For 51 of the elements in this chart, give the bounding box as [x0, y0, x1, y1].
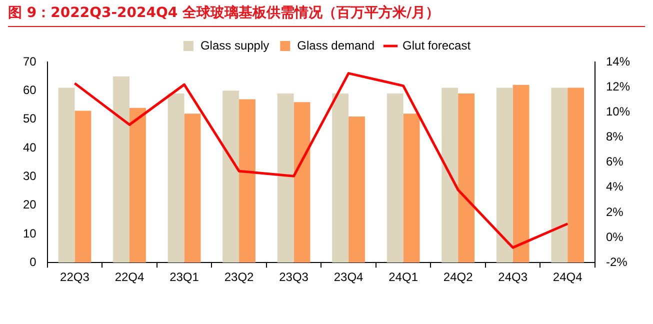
bar [74, 110, 92, 263]
y-tick-label: 30 [22, 168, 37, 183]
y2-tick-label: 2% [606, 204, 624, 219]
y2-tick-label: 12% [606, 79, 630, 94]
bar [512, 84, 530, 263]
x-tick-label: 23Q2 [224, 270, 254, 284]
legend-label: Glut forecast [402, 38, 472, 52]
y-tick-label: 10 [22, 226, 37, 240]
bar [184, 114, 201, 263]
y2-tick-label: 8% [606, 130, 624, 144]
bar [168, 94, 184, 263]
bar [551, 88, 568, 263]
y2-tick-label: 0% [606, 230, 624, 244]
x-tick-label: 23Q4 [334, 270, 364, 284]
y2-tick-label: -2% [606, 254, 628, 269]
y2-tick-label: 6% [606, 154, 624, 169]
bar [294, 102, 310, 263]
bar [348, 116, 365, 263]
x-tick-label: 24Q1 [388, 270, 418, 284]
y-tick-label: 50 [22, 112, 37, 126]
bar [403, 114, 420, 263]
bar [496, 88, 513, 263]
bar [113, 76, 130, 263]
x-tick-label: 23Q3 [279, 270, 309, 284]
x-tick-label: 24Q3 [498, 270, 528, 284]
y-tick-label: 60 [22, 82, 37, 97]
bar [222, 90, 240, 263]
legend-label: Glass supply [200, 38, 270, 52]
y2-tick-label: 4% [606, 180, 624, 194]
bar [239, 99, 256, 263]
y-tick-label: 40 [22, 140, 37, 154]
bar [332, 94, 349, 263]
x-tick-label: 22Q3 [60, 270, 90, 284]
bar [386, 94, 404, 263]
x-tick-label: 24Q2 [443, 270, 474, 284]
x-tick-label: 23Q1 [170, 270, 200, 284]
y2-tick-label: 10% [606, 104, 630, 118]
bar [277, 94, 294, 263]
bar [129, 108, 146, 263]
x-tick-label: 22Q4 [114, 270, 144, 284]
y2-tick-label: 14% [606, 54, 630, 68]
chart-title: 图 9：2022Q3-2024Q4 全球玻璃基板供需情况（百万平方米/月） [8, 4, 440, 22]
bar [58, 88, 75, 263]
bar [568, 88, 584, 263]
x-tick-label: 24Q4 [552, 270, 583, 284]
y-tick-label: 0 [30, 254, 37, 269]
bar [442, 88, 458, 263]
y-tick-label: 20 [22, 198, 37, 212]
legend-label: Glass demand [297, 38, 375, 52]
y-tick-label: 70 [22, 54, 37, 68]
bar [458, 94, 475, 263]
